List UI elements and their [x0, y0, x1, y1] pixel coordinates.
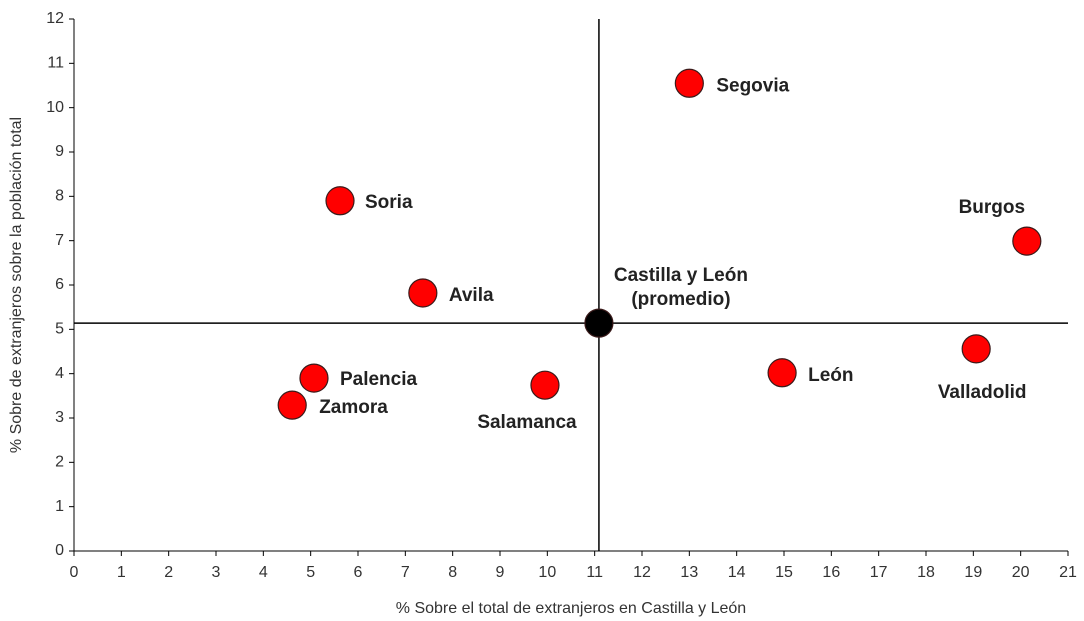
point-label: Segovia	[716, 75, 789, 96]
point	[767, 358, 797, 388]
y-tick-label: 5	[55, 321, 64, 338]
x-tick-label: 9	[496, 564, 505, 581]
point	[961, 334, 991, 364]
x-tick-label: 15	[775, 564, 793, 581]
y-tick-label: 3	[55, 409, 64, 426]
x-tick-label: 1	[117, 564, 126, 581]
y-tick-label: 1	[55, 498, 64, 515]
x-tick-label: 19	[964, 564, 982, 581]
point	[299, 363, 329, 393]
y-axis-title: % Sobre de extranjeros sobre la població…	[8, 117, 25, 453]
x-tick-label: 3	[212, 564, 221, 581]
x-tick-label: 0	[70, 564, 79, 581]
x-tick-label: 21	[1059, 564, 1077, 581]
point-label: Zamora	[319, 397, 388, 418]
x-tick-label: 10	[538, 564, 556, 581]
point-label: Valladolid	[938, 382, 1027, 403]
x-tick-label: 20	[1012, 564, 1030, 581]
y-tick-label: 10	[46, 99, 64, 116]
point-label: Avila	[449, 285, 494, 306]
point	[530, 370, 560, 400]
y-tick-label: 12	[46, 10, 64, 27]
x-tick-label: 13	[680, 564, 698, 581]
point-label: Soria	[365, 192, 413, 213]
point-label: (promedio)	[631, 289, 730, 310]
y-tick-label: 0	[55, 542, 64, 559]
y-tick-label: 2	[55, 454, 64, 471]
x-tick-label: 16	[822, 564, 840, 581]
x-tick-label: 6	[354, 564, 363, 581]
y-tick-label: 11	[47, 55, 64, 72]
y-tick-label: 4	[55, 365, 64, 382]
point	[277, 390, 307, 420]
y-tick-label: 8	[55, 188, 64, 205]
point	[674, 68, 704, 98]
x-tick-label: 18	[917, 564, 935, 581]
x-tick-label: 17	[870, 564, 888, 581]
x-tick-label: 8	[448, 564, 457, 581]
point-label: León	[808, 365, 853, 386]
point	[325, 186, 355, 216]
x-tick-label: 11	[586, 564, 603, 581]
y-tick-label: 6	[55, 276, 64, 293]
point-label: Palencia	[340, 369, 418, 390]
x-axis-title: % Sobre el total de extranjeros en Casti…	[396, 600, 746, 617]
y-tick-label: 7	[55, 232, 64, 249]
x-tick-label: 12	[633, 564, 651, 581]
point	[1012, 226, 1042, 256]
point	[408, 278, 438, 308]
x-tick-label: 5	[306, 564, 315, 581]
x-tick-label: 2	[164, 564, 173, 581]
y-tick-label: 9	[55, 143, 64, 160]
x-tick-label: 14	[728, 564, 746, 581]
point	[584, 308, 614, 338]
x-tick-label: 7	[401, 564, 410, 581]
point-label: Salamanca	[477, 412, 577, 433]
point-label: Castilla y León	[614, 265, 748, 286]
point-label: Burgos	[959, 197, 1026, 218]
x-tick-label: 4	[259, 564, 268, 581]
